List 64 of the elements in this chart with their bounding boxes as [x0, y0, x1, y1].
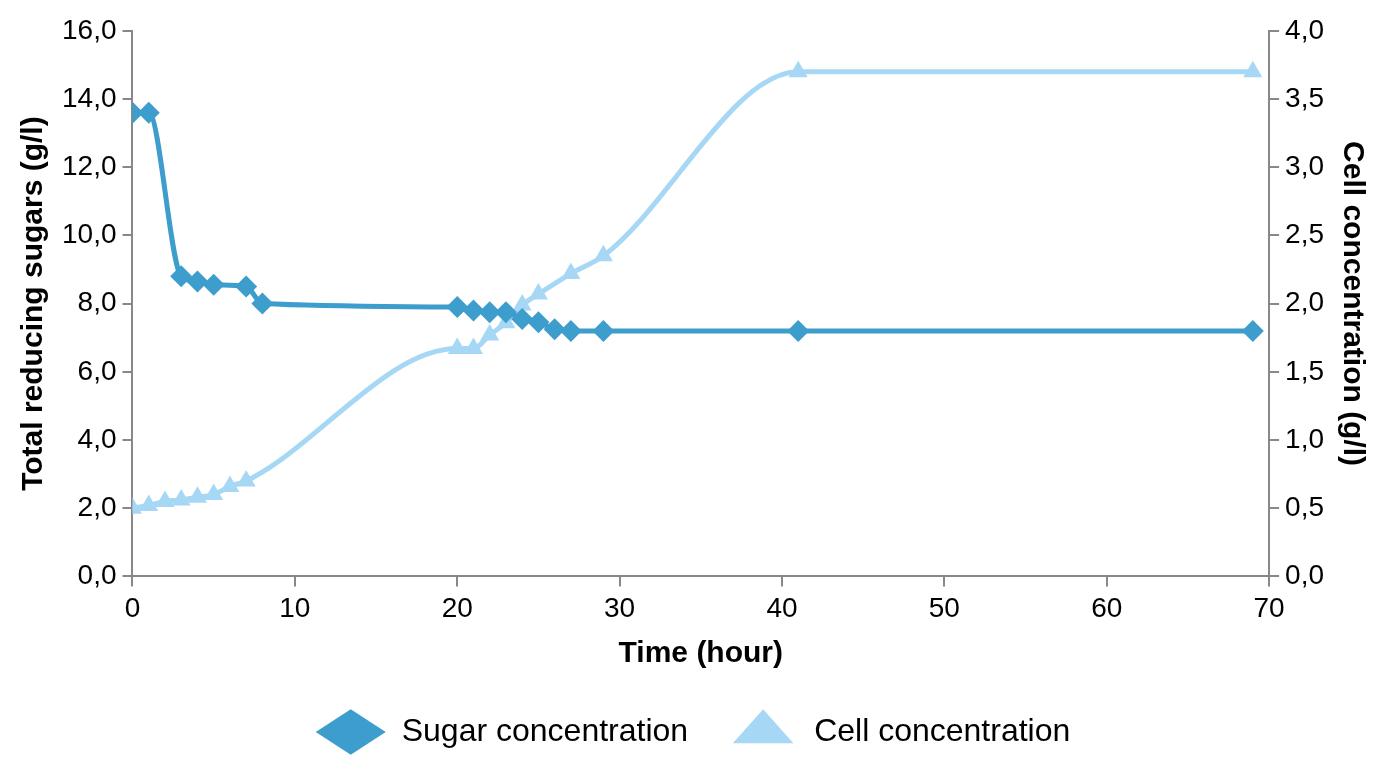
y2-tick-label: 2,0 — [1285, 286, 1325, 318]
point — [478, 301, 501, 324]
point — [543, 318, 566, 341]
x-tick-label: 70 — [1253, 591, 1285, 623]
y-tick-label: 6,0 — [77, 354, 117, 386]
x-tick-label: 10 — [279, 591, 311, 623]
point — [527, 311, 550, 334]
point — [204, 483, 224, 501]
y2-tick-label: 3,0 — [1285, 149, 1325, 181]
x-tick-label: 20 — [441, 591, 473, 623]
point — [155, 490, 175, 507]
point — [171, 489, 191, 506]
point — [170, 265, 193, 288]
y-axis-title: Total reducing sugars (g/l) — [15, 116, 49, 491]
y-tick-label: 14,0 — [62, 81, 117, 113]
point — [787, 319, 810, 342]
point — [494, 301, 517, 324]
point — [511, 307, 534, 330]
x-axis-title: Time (hour) — [618, 635, 784, 669]
legend-label: Cell concentration — [814, 711, 1071, 748]
y-tick-label: 2,0 — [77, 490, 117, 522]
x-tick-label: 50 — [928, 591, 960, 623]
point — [186, 270, 209, 293]
point — [236, 469, 256, 487]
point — [1241, 319, 1264, 342]
point — [463, 337, 483, 355]
y2-tick-label: 1,0 — [1285, 422, 1325, 454]
point — [512, 293, 532, 311]
point — [528, 283, 548, 300]
point — [235, 275, 258, 298]
x-tick-label: 30 — [604, 591, 636, 623]
legend-label: Sugar concentration — [401, 711, 689, 748]
point — [561, 262, 581, 280]
y2-tick-label: 1,5 — [1285, 354, 1325, 386]
y2-tick-label: 2,5 — [1285, 218, 1325, 250]
point — [446, 296, 469, 319]
y-tick-label: 12,0 — [62, 149, 117, 181]
x-tick-label: 60 — [1091, 591, 1123, 623]
y2-axis-title: Cell concentration (g/l) — [1337, 141, 1371, 467]
x-tick-label: 0 — [124, 591, 141, 623]
point — [202, 273, 225, 296]
point — [220, 475, 240, 492]
y-tick-label: 16,0 — [62, 13, 117, 45]
point — [480, 323, 500, 341]
x-tick-label: 40 — [766, 591, 798, 623]
point — [447, 337, 467, 355]
point — [1243, 60, 1263, 78]
point — [592, 319, 615, 342]
point — [462, 299, 485, 322]
point — [593, 244, 613, 262]
point — [788, 60, 808, 78]
point — [139, 494, 159, 511]
point — [251, 292, 274, 315]
point — [559, 319, 582, 342]
y-tick-label: 8,0 — [77, 286, 117, 318]
point — [137, 101, 160, 124]
y2-tick-label: 0,0 — [1285, 559, 1325, 591]
y-tick-label: 4,0 — [77, 422, 117, 454]
y2-tick-label: 0,5 — [1285, 490, 1325, 522]
y2-tick-label: 4,0 — [1285, 13, 1325, 45]
y-tick-label: 0,0 — [77, 559, 117, 591]
point — [187, 486, 207, 503]
y2-tick-label: 3,5 — [1285, 81, 1325, 113]
y-tick-label: 10,0 — [62, 218, 117, 250]
